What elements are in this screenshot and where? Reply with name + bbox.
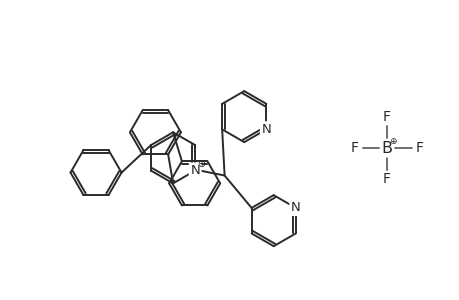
Text: ⊕: ⊕ [196,159,205,169]
Text: B: B [381,140,392,155]
Text: N: N [290,201,300,214]
Text: F: F [382,110,390,124]
Text: N: N [261,123,271,136]
Text: ⊕: ⊕ [388,137,396,146]
Text: F: F [414,141,422,155]
Text: N: N [190,164,200,177]
Text: F: F [350,141,358,155]
Text: F: F [382,172,390,186]
